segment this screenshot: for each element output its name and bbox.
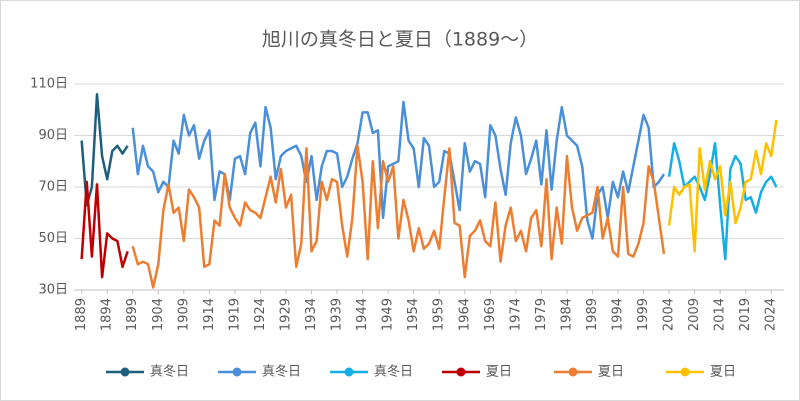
x-tick-label: 1954 [406, 298, 421, 331]
x-tick-label: 1919 [227, 298, 242, 331]
x-tick-label: 1939 [330, 298, 345, 331]
x-tick-label: 1959 [432, 298, 447, 331]
x-tick-label: 1934 [304, 298, 319, 331]
x-tick-label: 1914 [202, 298, 217, 331]
legend-label: 夏日 [486, 365, 512, 380]
chart-title: 旭川の真冬日と夏日（1889～） [262, 29, 538, 51]
x-tick-label: 2014 [713, 298, 728, 331]
x-tick-label: 1994 [610, 298, 625, 331]
x-tick-label: 1964 [457, 298, 472, 331]
y-tick-label: 50日 [38, 231, 68, 246]
x-tick-label: 1894 [100, 298, 115, 331]
x-tick-label: 1909 [176, 298, 191, 331]
x-tick-label: 1904 [151, 298, 166, 331]
x-tick-label: 1924 [253, 298, 268, 331]
series-line [667, 119, 778, 253]
legend-label: 真冬日 [150, 364, 189, 380]
legend-marker [120, 367, 130, 377]
legend-label: 夏日 [710, 365, 736, 380]
x-tick-label: 2009 [687, 298, 702, 331]
x-tick-label: 2024 [764, 298, 779, 331]
x-tick-label: 2019 [738, 298, 753, 331]
x-tick-label: 1984 [559, 298, 574, 331]
y-tick-label: 110日 [30, 77, 68, 92]
x-tick-label: 1899 [125, 298, 140, 331]
x-tick-label: 1999 [636, 298, 651, 331]
legend-marker [568, 367, 578, 377]
x-tick-label: 1969 [483, 298, 498, 331]
legend-label: 真冬日 [374, 364, 413, 380]
legend-marker [344, 367, 354, 377]
legend-marker [456, 367, 466, 377]
series-line [80, 93, 129, 207]
x-tick-label: 1889 [74, 298, 89, 331]
legend-marker [232, 367, 242, 377]
y-tick-label: 70日 [38, 180, 68, 195]
x-tick-label: 1974 [508, 298, 523, 331]
legend-marker [680, 367, 690, 377]
x-tick-label: 1979 [534, 298, 549, 331]
x-tick-label: 1989 [585, 298, 600, 331]
y-tick-label: 30日 [38, 283, 68, 298]
legend-label: 夏日 [598, 365, 624, 380]
series-line [80, 180, 129, 279]
x-tick-label: 2004 [662, 298, 677, 331]
y-tick-label: 90日 [38, 128, 68, 143]
x-tick-label: 1929 [278, 298, 293, 331]
x-tick-label: 1944 [355, 298, 370, 331]
x-tick-label: 1949 [381, 298, 396, 331]
legend-label: 真冬日 [262, 364, 301, 380]
series-line [131, 144, 666, 289]
series-line [131, 100, 666, 240]
